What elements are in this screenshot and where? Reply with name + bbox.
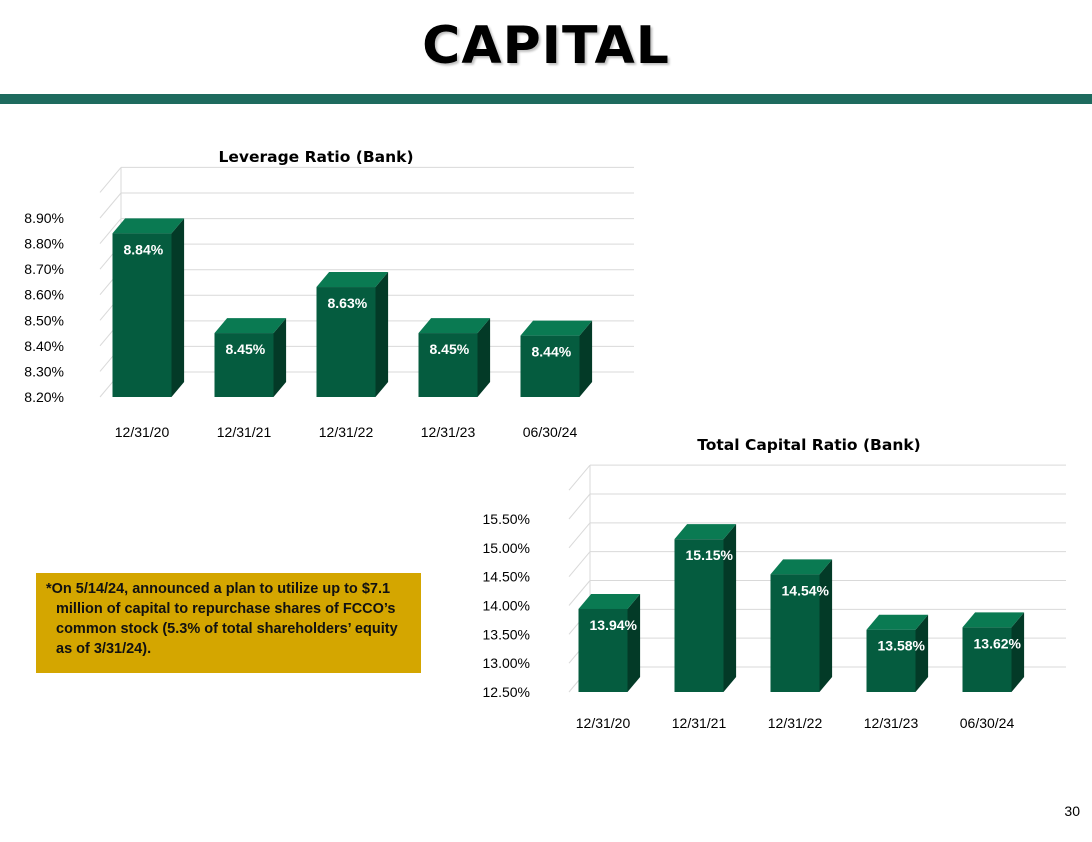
- total-capital-ytick-label: 13.00%: [483, 655, 530, 671]
- total-capital-chart-title: Total Capital Ratio (Bank): [697, 436, 921, 454]
- leverage-bar-value-label: 8.45%: [226, 341, 266, 357]
- total-capital-bar-front: [866, 629, 916, 692]
- total-capital-bar-front: [962, 627, 1012, 692]
- leverage-grid-diag: [99, 192, 122, 219]
- leverage-bar-top: [520, 320, 593, 336]
- leverage-bar-top: [112, 218, 185, 234]
- leverage-bar-front: [316, 287, 376, 397]
- leverage-ytick-label: 8.20%: [24, 389, 64, 405]
- leverage-bar-front: [214, 333, 274, 397]
- leverage-xtick-label: 12/31/20: [115, 424, 170, 440]
- leverage-bar-1: 8.84%: [112, 218, 185, 397]
- total-capital-bar-top: [866, 614, 929, 630]
- leverage-xtick-label: 12/31/23: [421, 424, 476, 440]
- leverage-bar-top: [418, 318, 491, 334]
- total-capital-bar-top: [674, 524, 737, 540]
- leverage-bar-2: 8.45%: [214, 318, 287, 397]
- leverage-grid-diag: [99, 167, 122, 193]
- leverage-ytick-label: 8.90%: [24, 210, 64, 226]
- total-capital-bar-top: [578, 593, 641, 609]
- total-capital-bar-front: [770, 574, 820, 692]
- total-capital-bar-1: 13.94%: [578, 593, 641, 692]
- title-rule: [0, 94, 1092, 104]
- total-capital-bar-value-label: 14.54%: [782, 582, 830, 598]
- total-capital-grid-diag: [568, 580, 591, 606]
- leverage-bar-front: [418, 333, 478, 397]
- total-capital-bar-2: 15.15%: [674, 524, 737, 692]
- total-capital-xtick-label: 06/30/24: [960, 715, 1015, 731]
- total-capital-bar-side: [1011, 612, 1025, 692]
- repurchase-note-text: *On 5/14/24, announced a plan to utilize…: [46, 581, 398, 657]
- leverage-bar-value-label: 8.84%: [124, 241, 164, 257]
- total-capital-bar-top: [962, 612, 1025, 628]
- page-number: 30: [1064, 803, 1080, 819]
- leverage-bar-side: [375, 272, 389, 397]
- total-capital-bar-front: [674, 539, 724, 692]
- leverage-bar-side: [579, 320, 593, 397]
- total-capital-grid-diag: [568, 493, 591, 520]
- leverage-bar-top: [316, 272, 389, 288]
- total-capital-xtick-label: 12/31/21: [672, 715, 727, 731]
- total-capital-ytick-label: 15.50%: [483, 511, 530, 527]
- leverage-bar-side: [477, 318, 491, 397]
- leverage-ytick-label: 8.50%: [24, 312, 64, 328]
- total-capital-bar-4: 13.58%: [866, 614, 929, 692]
- total-capital-grid-diag: [568, 522, 591, 549]
- total-capital-ytick-label: 14.50%: [483, 569, 530, 585]
- total-capital-bar-side: [723, 524, 737, 692]
- leverage-xtick-label: 12/31/21: [217, 424, 272, 440]
- total-capital-xtick-label: 12/31/22: [768, 715, 823, 731]
- leverage-bar-value-label: 8.44%: [532, 344, 572, 360]
- repurchase-note-box: *On 5/14/24, announced a plan to utilize…: [36, 573, 421, 673]
- total-capital-bar-front: [578, 608, 628, 692]
- leverage-ytick-label: 8.80%: [24, 236, 64, 252]
- total-capital-ytick-label: 13.50%: [483, 626, 530, 642]
- total-capital-bar-3: 14.54%: [770, 559, 833, 692]
- leverage-bar-3: 8.63%: [316, 272, 389, 397]
- total-capital-grid-diag: [568, 464, 591, 491]
- leverage-ytick-label: 8.40%: [24, 338, 64, 354]
- leverage-bar-top: [214, 318, 287, 334]
- total-capital-bar-side: [915, 614, 929, 692]
- leverage-bar-front: [520, 335, 580, 397]
- leverage-xtick-label: 12/31/22: [319, 424, 374, 440]
- leverage-ytick-label: 8.30%: [24, 363, 64, 379]
- total-capital-bar-value-label: 13.94%: [590, 617, 638, 633]
- total-capital-bar-value-label: 15.15%: [686, 547, 734, 563]
- leverage-xtick-label: 06/30/24: [523, 424, 578, 440]
- leverage-ytick-label: 8.60%: [24, 287, 64, 303]
- total-capital-bar-value-label: 13.58%: [878, 638, 926, 654]
- slide-title: CAPITAL: [422, 16, 670, 76]
- total-capital-bar-top: [770, 559, 833, 575]
- leverage-bar-value-label: 8.63%: [328, 295, 368, 311]
- total-capital-ytick-label: 12.50%: [483, 684, 530, 700]
- total-capital-bar-value-label: 13.62%: [974, 635, 1022, 651]
- leverage-bar-front: [112, 233, 172, 397]
- total-capital-grid-diag: [568, 551, 591, 577]
- total-capital-ytick-label: 15.00%: [483, 540, 530, 556]
- total-capital-xtick-label: 12/31/23: [864, 715, 919, 731]
- leverage-grid-diag: [99, 218, 122, 244]
- leverage-bar-side: [273, 318, 287, 397]
- leverage-bar-4: 8.45%: [418, 318, 491, 397]
- leverage-ytick-label: 8.70%: [24, 261, 64, 277]
- leverage-bar-side: [171, 218, 185, 397]
- leverage-bar-5: 8.44%: [520, 320, 593, 397]
- leverage-bar-value-label: 8.45%: [430, 341, 470, 357]
- leverage-chart-title: Leverage Ratio (Bank): [218, 148, 414, 166]
- total-capital-bar-5: 13.62%: [962, 612, 1025, 692]
- total-capital-ytick-label: 14.00%: [483, 598, 530, 614]
- total-capital-bar-side: [819, 559, 833, 692]
- total-capital-xtick-label: 12/31/20: [576, 715, 631, 731]
- total-capital-bar-side: [627, 593, 641, 692]
